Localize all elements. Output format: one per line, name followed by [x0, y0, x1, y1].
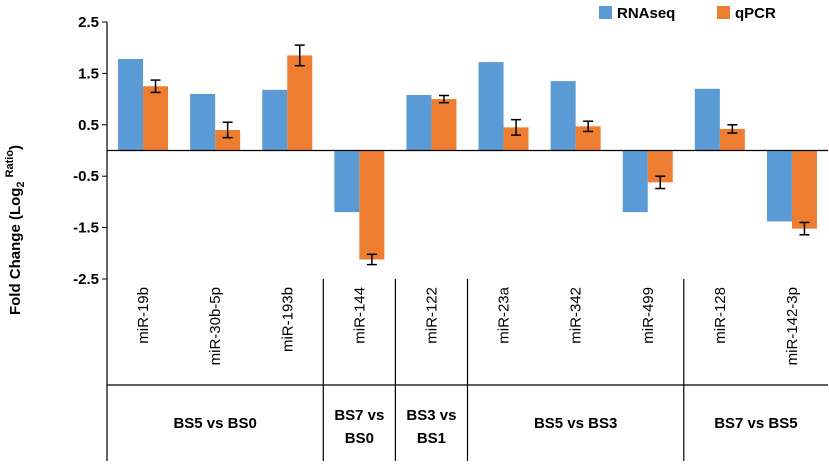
legend-item-rnaseq: RNAseq: [599, 5, 675, 22]
bar-rnaseq-mir-342: [550, 81, 576, 151]
bar-rnaseq-mir-19b: [118, 59, 144, 151]
legend-swatch: [599, 6, 612, 19]
error-bar-mir-144: [366, 253, 377, 266]
error-bar-mir-122: [438, 94, 449, 104]
bar-qpcr-mir-144: [359, 150, 385, 260]
bar-qpcr-mir-19b: [143, 86, 169, 151]
legend: RNAseq qPCR: [599, 5, 776, 22]
error-bar-mir-499: [655, 175, 666, 190]
group-labels: BS5 vs BS0 BS7 vs BS0 BS3 vs BS1 BS5 vs BS3 BS…: [173, 407, 797, 447]
group-label: BS1: [417, 430, 446, 447]
legend-label: qPCR: [735, 5, 776, 22]
bar-rnaseq-mir-23a: [478, 62, 504, 151]
legend-label: RNAseq: [617, 5, 675, 22]
bar-rnaseq-mir-499: [622, 150, 648, 213]
y-tick-label: 2.5: [78, 14, 99, 31]
group-label: BS5 vs BS0: [173, 415, 256, 432]
category-label-mir-122: miR-122: [423, 287, 440, 344]
group-label: BS7 vs: [334, 407, 384, 424]
category-label-mir-193b: miR-193b: [279, 287, 296, 352]
error-bars: [150, 44, 810, 266]
x-axis: [107, 149, 828, 461]
legend-item-qpcr: qPCR: [717, 5, 776, 22]
bar-rnaseq-mir-30b-5p: [190, 93, 216, 151]
y-tick-label: 0.5: [78, 117, 99, 134]
bar-qpcr-mir-23a: [503, 127, 529, 151]
error-bar-mir-23a: [511, 118, 522, 136]
error-bar-mir-193b: [294, 44, 305, 67]
category-label-mir-30b-5p: miR-30b-5p: [207, 287, 224, 365]
y-tick-label: -0.5: [73, 168, 99, 185]
category-label-mir-19b: miR-19b: [135, 287, 152, 344]
bar-rnaseq-mir-144: [334, 150, 360, 213]
y-tick-label: -2.5: [73, 271, 99, 288]
category-labels: miR-19b miR-30b-5p miR-193b miR-144 miR-122 m…: [135, 286, 801, 365]
y-axis: 2.5 1.5 0.5 -0.5 -1.5 -2.5: [73, 14, 108, 461]
bar-qpcr-mir-193b: [287, 55, 313, 151]
bar-rnaseq-mir-142-3p: [766, 150, 792, 222]
category-label-mir-128: miR-128: [712, 287, 729, 344]
error-bar-mir-128: [727, 124, 738, 134]
category-label-mir-142-3p: miR-142-3p: [784, 287, 801, 365]
bar-qpcr-mir-142-3p: [791, 150, 817, 229]
bar-qpcr-mir-122: [431, 99, 457, 151]
error-bar-mir-30b-5p: [222, 121, 233, 139]
legend-swatch: [717, 6, 730, 19]
category-label-mir-23a: miR-23a: [496, 286, 513, 343]
error-bar-mir-142-3p: [799, 221, 810, 236]
bar-qpcr-mir-30b-5p: [215, 129, 241, 151]
y-tick-label: -1.5: [73, 220, 99, 237]
category-label-mir-144: miR-144: [351, 287, 368, 344]
y-tick-label: 1.5: [78, 65, 99, 82]
category-label-mir-342: miR-342: [568, 287, 585, 344]
group-label: BS0: [345, 430, 374, 447]
bar-rnaseq-mir-122: [406, 94, 432, 151]
group-label: BS5 vs BS3: [534, 415, 617, 432]
y-axis-label: Fold Change (Log2Ratio): [4, 145, 27, 315]
bar-rnaseq-mir-193b: [262, 89, 288, 151]
error-bar-mir-19b: [150, 79, 161, 94]
group-label: BS3 vs: [406, 407, 456, 424]
bars: [118, 55, 817, 260]
bar-qpcr-mir-128: [719, 128, 745, 151]
error-bar-mir-342: [583, 120, 594, 133]
bar-rnaseq-mir-128: [694, 88, 720, 151]
group-label: BS7 vs BS5: [714, 415, 797, 432]
category-label-mir-499: miR-499: [640, 287, 657, 344]
